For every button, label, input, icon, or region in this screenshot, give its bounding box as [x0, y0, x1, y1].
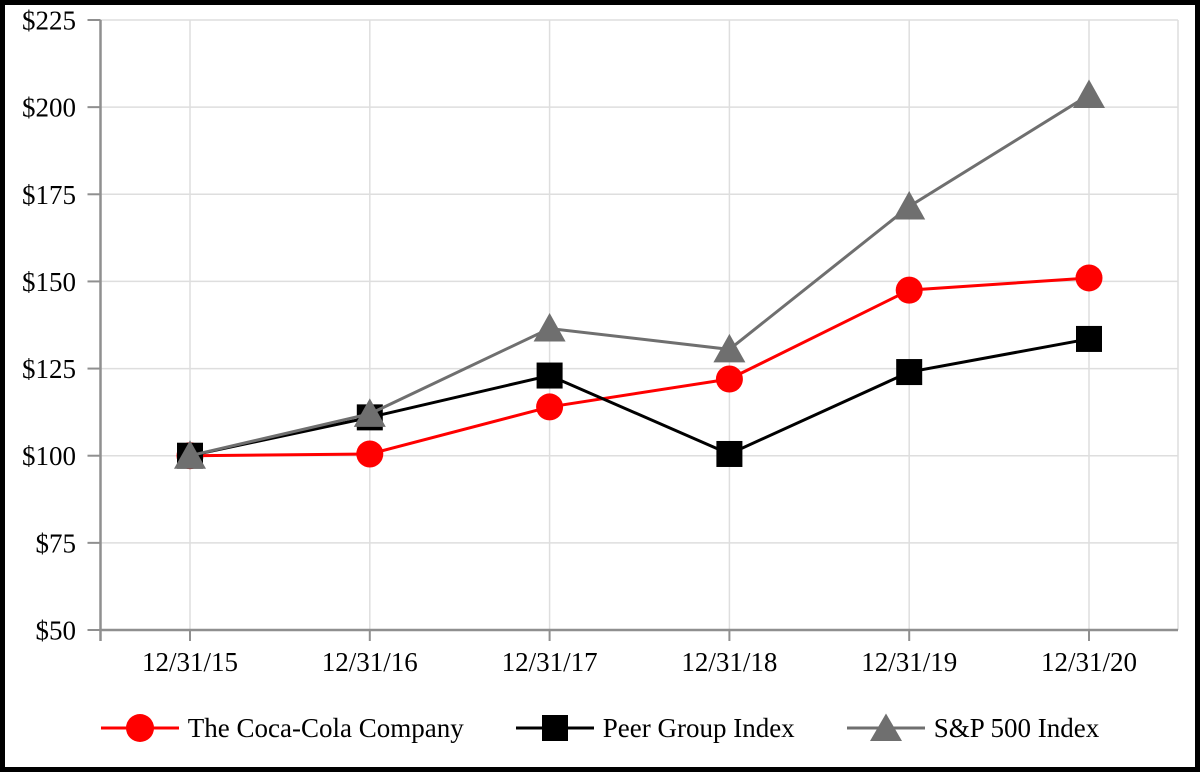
- square-marker-icon: [515, 715, 594, 741]
- y-tick-label: $100: [22, 441, 76, 471]
- y-tick-label: $200: [22, 93, 76, 123]
- y-tick-label: $125: [22, 354, 76, 384]
- x-tick-label: 12/31/19: [861, 647, 957, 677]
- legend-label-coca-cola: The Coca-Cola Company: [187, 712, 464, 743]
- series-line-s-p-500-index: [189, 93, 1090, 458]
- x-tick-label: 12/31/15: [142, 647, 238, 677]
- series-line-the-coca-cola-company: [189, 276, 1090, 458]
- x-tick-label: 12/31/16: [322, 647, 418, 677]
- triangle-marker-icon: [846, 713, 925, 741]
- performance-chart: $50 $75 $100 $125 $150 $175 $200 $225 12/31/15 12…: [22, 6, 1179, 677]
- y-tick-label: $175: [22, 180, 76, 210]
- marker-square-peer-group-index: [716, 440, 743, 467]
- legend-item-coca-cola: The Coca-Cola Company: [100, 711, 464, 745]
- y-tick-label: $75: [36, 528, 77, 558]
- marker-circle-the-coca-cola-company: [895, 276, 923, 304]
- marker-square-peer-group-index: [1076, 325, 1102, 352]
- legend-item-sp500: S&P 500 Index: [846, 711, 1100, 745]
- y-tick-label: $225: [22, 6, 76, 36]
- legend-label-peer-group: Peer Group Index: [602, 712, 795, 743]
- legend-item-peer-group: Peer Group Index: [515, 711, 795, 745]
- x-tick-label: 12/31/17: [502, 647, 598, 677]
- y-tick-label: $50: [36, 616, 77, 646]
- legend: The Coca-Cola Company Peer Group Index S…: [5, 711, 1195, 745]
- y-tick-label: $150: [22, 267, 76, 297]
- marker-square-peer-group-index: [536, 362, 563, 389]
- circle-marker-icon: [100, 714, 179, 742]
- marker-triangle-s-p-500-index: [174, 440, 206, 469]
- marker-circle-the-coca-cola-company: [1075, 264, 1103, 292]
- legend-label-sp500: S&P 500 Index: [933, 712, 1100, 743]
- marker-triangle-s-p-500-index: [1073, 79, 1105, 108]
- marker-triangle-s-p-500-index: [533, 312, 566, 342]
- series-line-peer-group-index: [189, 337, 1090, 458]
- marker-triangle-s-p-500-index: [893, 190, 926, 220]
- marker-circle-the-coca-cola-company: [715, 365, 743, 393]
- marker-circle-the-coca-cola-company: [536, 393, 564, 421]
- marker-square-peer-group-index: [896, 359, 923, 386]
- marker-triangle-s-p-500-index: [713, 333, 746, 363]
- marker-circle-the-coca-cola-company: [356, 440, 384, 468]
- x-tick-label: 12/31/20: [1041, 647, 1137, 677]
- marker-triangle-s-p-500-index: [353, 398, 386, 427]
- x-tick-label: 12/31/18: [681, 647, 777, 677]
